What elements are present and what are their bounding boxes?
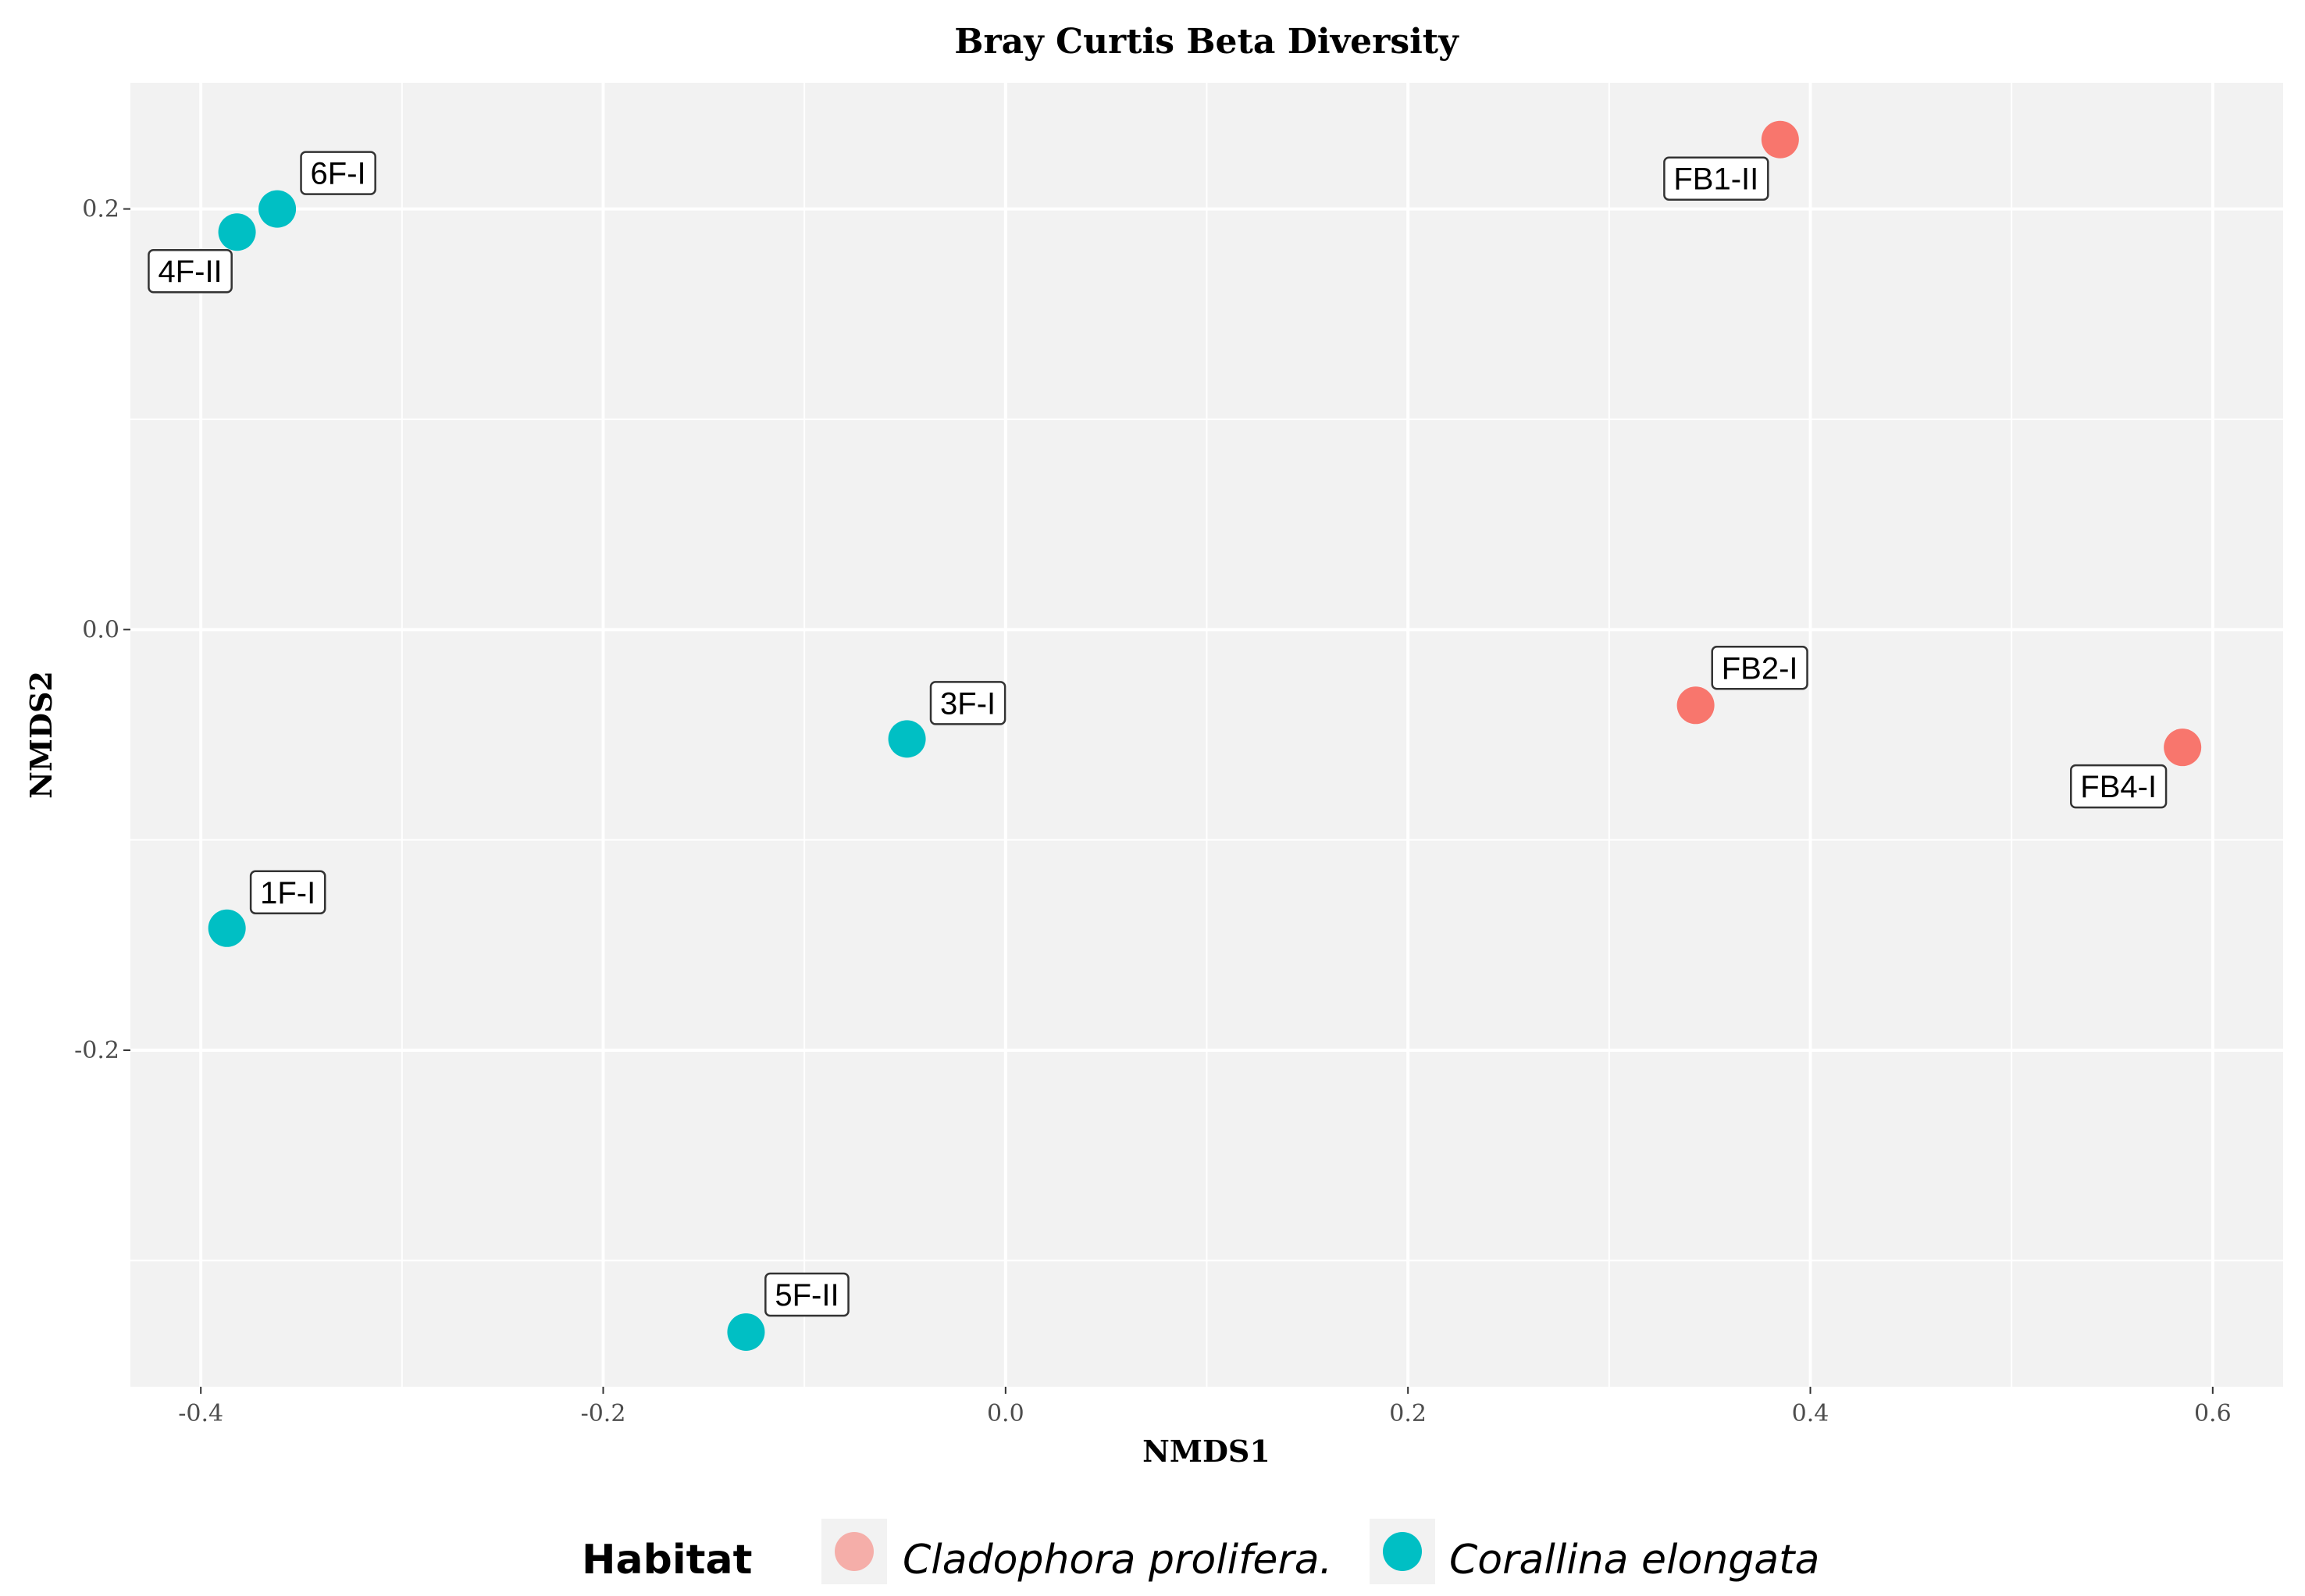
y-tick-label: 0.2 bbox=[82, 196, 119, 223]
minor-gridlines bbox=[130, 83, 2283, 1387]
y-tick-labels: -0.2 0.0 0.2 bbox=[74, 196, 119, 1064]
data-points bbox=[208, 120, 2202, 1351]
axis-ticks bbox=[123, 208, 2214, 1394]
major-gridlines bbox=[130, 83, 2283, 1387]
x-tick-label: -0.4 bbox=[178, 1400, 223, 1427]
x-tick-labels: -0.4 -0.2 0.0 0.2 0.4 0.6 bbox=[178, 1400, 2231, 1427]
data-point bbox=[218, 213, 256, 251]
legend-label-corallina: Corallina elongata bbox=[1449, 1537, 1819, 1584]
y-tick-label: -0.2 bbox=[74, 1037, 119, 1064]
point-label: FB4-I bbox=[2080, 770, 2157, 804]
point-label-box bbox=[1711, 646, 1808, 690]
point-label: 3F-I bbox=[940, 686, 996, 721]
legend: Habitat Cladophora prolifera. Corallina … bbox=[582, 1519, 1819, 1584]
point-label: FB1-II bbox=[1673, 162, 1758, 197]
x-tick-label: 0.6 bbox=[2194, 1400, 2232, 1427]
point-label-box bbox=[2070, 764, 2168, 809]
y-tick-label: 0.0 bbox=[82, 616, 119, 643]
point-label-box bbox=[249, 870, 326, 915]
data-point bbox=[888, 720, 926, 758]
data-point bbox=[2164, 729, 2202, 767]
x-tick-label: 0.0 bbox=[987, 1400, 1024, 1427]
data-point bbox=[727, 1313, 765, 1351]
point-label-box bbox=[929, 681, 1006, 725]
point-label: 4F-II bbox=[158, 255, 222, 289]
point-label: 6F-I bbox=[311, 157, 366, 191]
x-tick-label: 0.4 bbox=[1792, 1400, 1829, 1427]
point-label: FB2-I bbox=[1722, 651, 1798, 686]
legend-title: Habitat bbox=[582, 1537, 752, 1584]
data-point bbox=[258, 190, 297, 228]
legend-marker-corallina bbox=[1383, 1532, 1422, 1571]
data-point bbox=[208, 909, 246, 947]
point-label: 1F-I bbox=[260, 876, 315, 910]
point-label-box bbox=[148, 248, 233, 294]
point-label: 5F-II bbox=[775, 1278, 839, 1313]
legend-label-cladophora: Cladophora prolifera. bbox=[903, 1537, 1332, 1584]
x-tick-label: -0.2 bbox=[581, 1400, 626, 1427]
point-label-boxes: FB1-II FB2-I FB4-I 6F-I 4F-II 3F-I 1F-I 5F-II bbox=[148, 151, 2168, 1317]
point-label-box bbox=[764, 1272, 850, 1317]
point-label-box bbox=[300, 151, 376, 195]
data-point bbox=[1676, 686, 1715, 725]
point-label-box bbox=[1663, 156, 1769, 201]
legend-marker-cladophora bbox=[835, 1532, 874, 1571]
x-axis-title: NMDS1 bbox=[1142, 1434, 1270, 1469]
x-tick-label: 0.2 bbox=[1389, 1400, 1427, 1427]
chart-title: Bray Curtis Beta Diversity bbox=[954, 22, 1459, 62]
y-axis-title: NMDS2 bbox=[23, 671, 59, 799]
data-point bbox=[1761, 120, 1799, 159]
